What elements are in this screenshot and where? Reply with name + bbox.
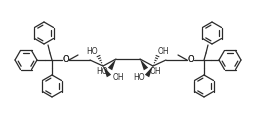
Text: OH: OH <box>150 67 162 76</box>
Polygon shape <box>145 66 153 77</box>
Polygon shape <box>140 59 148 70</box>
Polygon shape <box>103 66 111 77</box>
Text: HO: HO <box>133 73 145 83</box>
Text: HO: HO <box>96 67 108 76</box>
Polygon shape <box>108 59 116 70</box>
Text: HO: HO <box>86 48 98 57</box>
Text: OH: OH <box>113 73 125 83</box>
Text: O: O <box>62 56 69 64</box>
Text: OH: OH <box>158 48 170 57</box>
Text: O: O <box>187 56 194 64</box>
Text: O: O <box>62 56 69 64</box>
Text: O: O <box>187 56 194 64</box>
